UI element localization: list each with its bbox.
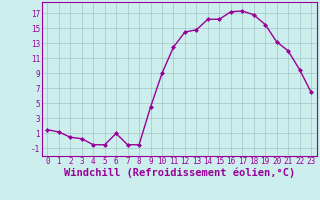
X-axis label: Windchill (Refroidissement éolien,°C): Windchill (Refroidissement éolien,°C): [64, 168, 295, 178]
